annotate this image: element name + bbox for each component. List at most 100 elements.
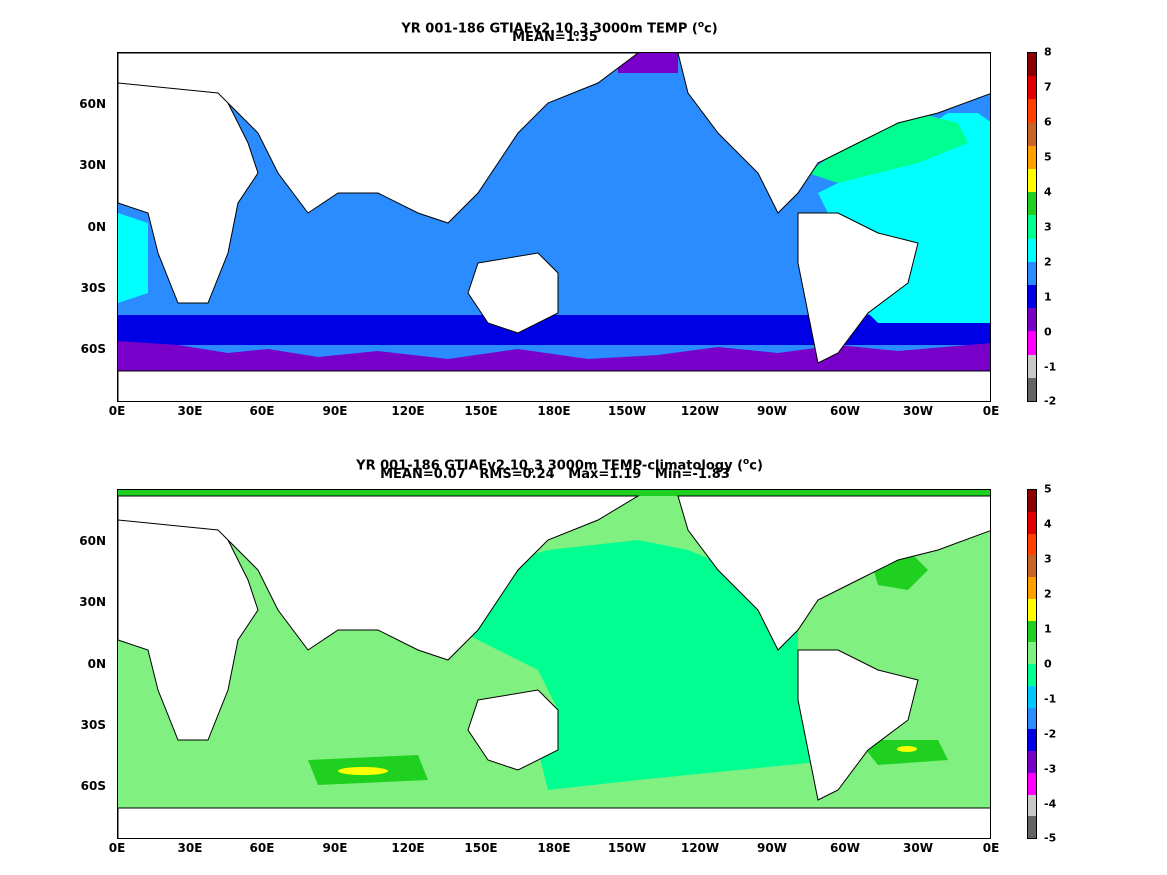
panel1-lon-label: 120E [391, 404, 425, 418]
panel2-cbar-label: 5 [1044, 482, 1052, 496]
panel2-colorbar [1027, 489, 1037, 839]
panel1-arctic [618, 53, 678, 73]
panel2-colorbar-segment [1028, 598, 1036, 621]
panel1-lat-label: 30N [79, 158, 106, 172]
panel1-cbar-label: 4 [1044, 185, 1052, 199]
panel2-cbar-label: 1 [1044, 622, 1052, 636]
panel2-lon-label: 0E [108, 841, 126, 855]
panel2-lon-label: 90E [322, 841, 348, 855]
panel1-land-samerica [797, 212, 919, 364]
panel1-antarctic-1 [118, 341, 990, 371]
panel1-colorbar-segment [1028, 354, 1036, 378]
panel2-lat-label: 30N [79, 595, 106, 609]
panel1-colorbar-segment [1028, 238, 1036, 262]
panel2-colorbar-segment [1028, 772, 1036, 795]
panel1-cbar-label: 6 [1044, 115, 1052, 129]
panel2-cbar-label: -4 [1044, 797, 1057, 811]
panel2-lon-label: 180E [537, 841, 571, 855]
panel1-cbar-label: 1 [1044, 290, 1052, 304]
panel2-lon-label: 150E [464, 841, 498, 855]
panel1-colorbar-segment [1028, 285, 1036, 309]
panel2-colorbar-segment [1028, 577, 1036, 599]
panel1-cbar-label: 5 [1044, 150, 1052, 164]
panel1-lon-label: 120W [680, 404, 720, 418]
panel1-title-sup: o [697, 20, 705, 30]
panel2-lon-label: 0E [982, 841, 1000, 855]
panel1-lon-label: 150E [464, 404, 498, 418]
panel1-cbar-label: 8 [1044, 45, 1052, 59]
panel2-map-svg [118, 490, 990, 838]
panel1-lat-label: 60S [80, 342, 106, 356]
panel1-colorbar-segment [1028, 99, 1036, 123]
panel1-colorbar-segment [1028, 53, 1036, 77]
panel1-land-australia [467, 252, 559, 334]
panel2-cbar-label: -1 [1044, 692, 1057, 706]
panel1-colorbar [1027, 52, 1037, 402]
panel2-cbar-label: 2 [1044, 587, 1052, 601]
panel1-colorbar-segment [1028, 169, 1036, 193]
panel2-lat-label: 0N [87, 657, 106, 671]
panel2-colorbar-segment [1028, 642, 1036, 664]
panel1-lon-label: 90E [322, 404, 348, 418]
panel1-cbar-label: 7 [1044, 80, 1052, 94]
panel2-title-sup: o [743, 457, 750, 467]
panel1-cbar-label: 2 [1044, 255, 1052, 269]
panel1-map [117, 52, 991, 402]
panel1-cbar-label: 3 [1044, 220, 1052, 234]
panel2-land-namerica [677, 495, 990, 651]
panel2-cbar-label: -3 [1044, 762, 1057, 776]
panel1-cbar-label: -1 [1044, 360, 1057, 374]
panel1-lon-label: 180E [537, 404, 571, 418]
panel1-title-sub: o [573, 28, 580, 39]
panel1-lat-label: 30S [80, 281, 106, 295]
panel1-land-eurasia [118, 53, 639, 224]
panel1-colorbar-segment [1028, 215, 1036, 239]
panel2-lat-label: 30S [80, 718, 106, 732]
panel1-colorbar-segment [1028, 331, 1036, 355]
panel1-colorbar-segment [1028, 261, 1036, 286]
panel1-map-svg [118, 53, 990, 401]
panel2-lon-label: 90W [757, 841, 787, 855]
panel2-colorbar-segment [1028, 685, 1036, 708]
panel2-lon-label: 150W [607, 841, 647, 855]
panel2-title-unit: c) [749, 458, 763, 474]
panel2-lon-label: 120W [680, 841, 720, 855]
panel2-colorbar-segment [1028, 555, 1036, 577]
panel1-lon-label: 90W [757, 404, 787, 418]
panel2-arctic [118, 490, 990, 496]
panel2-land-australia [467, 689, 559, 771]
panel1-lon-label: 0E [982, 404, 1000, 418]
panel2-cbar-label: -5 [1044, 831, 1057, 845]
panel2-title-main: YR 001-186 GTIAFv2.10 [356, 458, 528, 474]
panel2-stats: MEAN=0.07 RMS=0.24 Max=1.19 Min=-1.83 [380, 467, 730, 482]
panel1-cbar-label: 0 [1044, 325, 1052, 339]
panel2-cbar-label: 4 [1044, 517, 1052, 531]
panel2-title-sub: o [527, 465, 535, 476]
panel2-lon-label: 30W [903, 841, 933, 855]
panel2-colorbar-segment [1028, 707, 1036, 730]
panel1-land-antarctica [118, 370, 990, 401]
panel2-cbar-label: 0 [1044, 657, 1052, 671]
panel2-map [117, 489, 991, 839]
panel1-colorbar-segment [1028, 308, 1036, 332]
panel2-lat-label: 60S [80, 779, 106, 793]
panel1-lon-label: 60W [830, 404, 860, 418]
panel2-cbar-label: -2 [1044, 727, 1057, 741]
panel2-lon-label: 120E [391, 841, 425, 855]
panel2-cbar-label: 3 [1044, 552, 1052, 566]
panel2-lat-label: 60N [79, 534, 106, 548]
panel1-lat-label: 60N [79, 97, 106, 111]
panel1-land-namerica [677, 53, 990, 214]
panel1-colorbar-segment [1028, 192, 1036, 216]
panel1-lon-label: 60E [249, 404, 275, 418]
panel1-title: YR 001-186 GTIAFv2.10o3 3000m TEMP (oc) [0, 5, 1110, 39]
panel1-colorbar-segment [1028, 377, 1036, 402]
panel1-cbar-label: -2 [1044, 394, 1057, 408]
panel1-lat-label: 0N [87, 220, 106, 234]
panel1-title-mid: 3 3000m TEMP ( [579, 21, 698, 37]
panel2-colorbar-segment [1028, 533, 1036, 556]
panel2-colorbar-segment [1028, 816, 1036, 838]
panel2-title: YR 001-186 GTIAFv2.10o3 3000m TEMP-clima… [0, 442, 1110, 476]
panel1-nat-green [808, 113, 968, 183]
panel1-stats: MEAN=1.35 [512, 30, 598, 45]
